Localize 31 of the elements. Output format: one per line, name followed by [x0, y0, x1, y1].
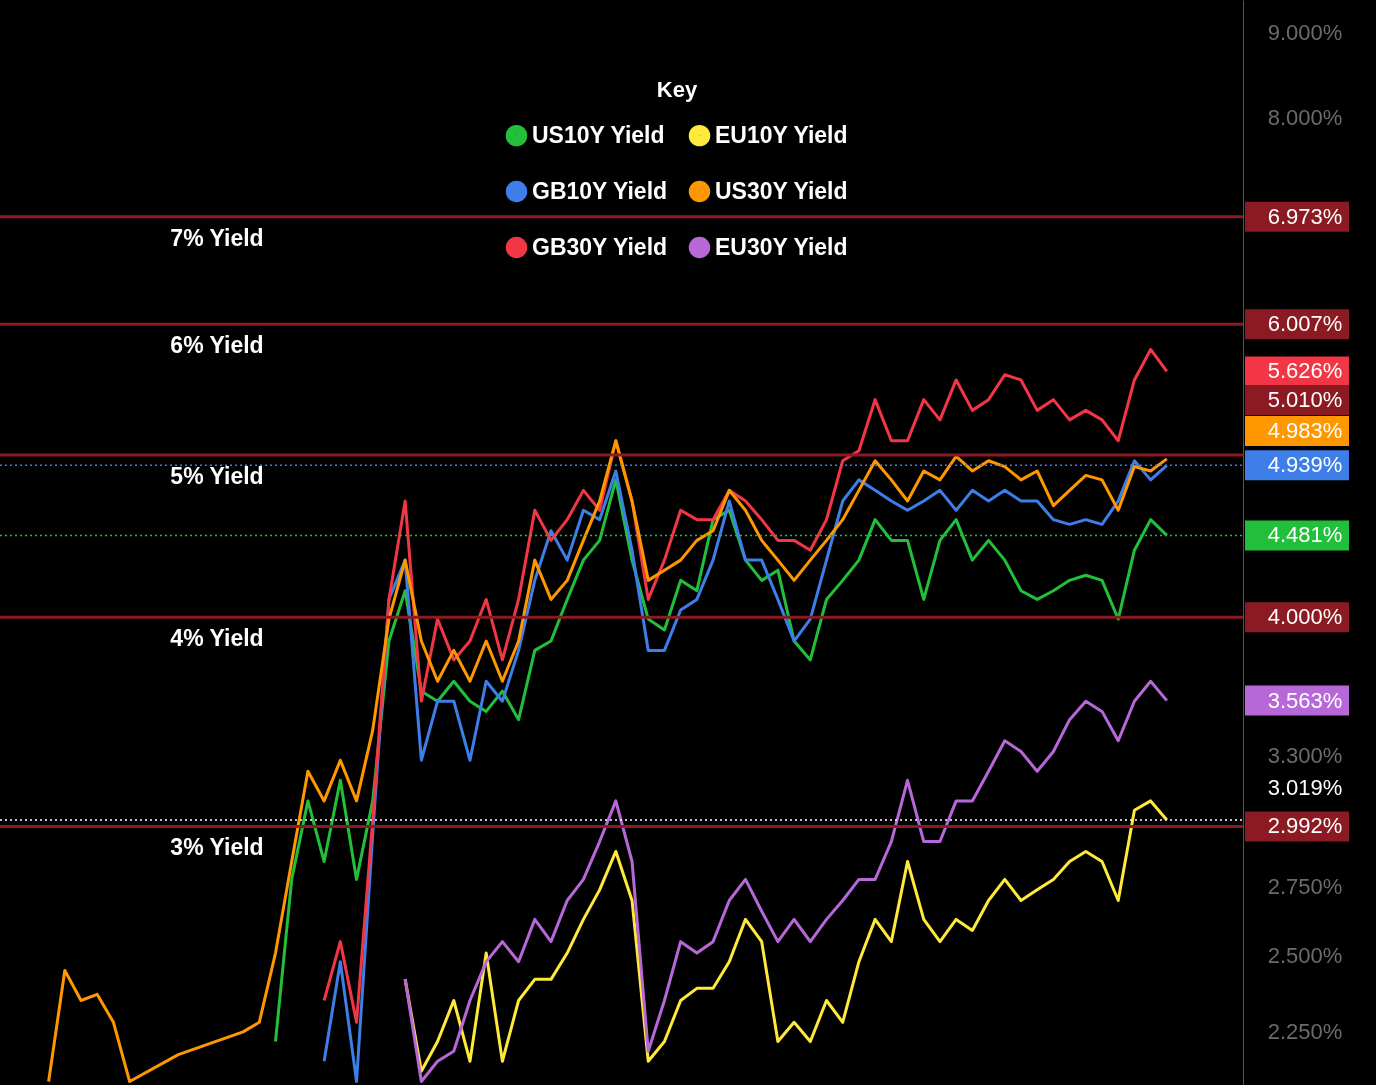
text: 4.983% — [1267, 418, 1343, 443]
y-tick-label: 8.000% — [1267, 104, 1343, 130]
y-tick-label: 4.481% — [1267, 522, 1343, 548]
y-tick-label: 2.250% — [1267, 1018, 1343, 1044]
y-tick-label: 5.626% — [1267, 358, 1343, 384]
y-tick-label: 3.563% — [1267, 687, 1343, 713]
line-series — [47, 439, 1169, 1084]
text: 5.010% — [1267, 387, 1343, 412]
y-tick-label: 6.973% — [1267, 203, 1343, 229]
y-tick-label: 9.000% — [1267, 19, 1343, 45]
ref-line-label: 3% Yield — [170, 834, 264, 861]
y-tick-label: 6.007% — [1267, 311, 1343, 337]
legend-label: EU10Y Yield — [715, 121, 848, 148]
ref-line-label: 7% Yield — [170, 224, 264, 251]
legend-label: US10Y Yield — [532, 121, 665, 148]
y-tick-label: 2.500% — [1267, 942, 1343, 968]
y-tick-label: 4.000% — [1267, 604, 1343, 630]
text: 3.019% — [1267, 775, 1343, 800]
ref-line-label: 6% Yield — [170, 332, 264, 359]
y-tick-label: 2.750% — [1267, 874, 1343, 900]
legend-label: EU30Y Yield — [715, 233, 848, 260]
y-tick-label: 4.939% — [1267, 452, 1343, 478]
legend-label: GB30Y Yield — [532, 233, 668, 260]
legend-label: GB10Y Yield — [532, 177, 668, 204]
legend-title: Key — [656, 77, 698, 102]
line-series — [403, 679, 1169, 1084]
ref-line-label: 5% Yield — [170, 462, 264, 489]
ref-line-label: 4% Yield — [170, 625, 264, 652]
y-tick-label: 2.992% — [1267, 813, 1343, 839]
legend-label: US30Y Yield — [715, 177, 848, 204]
y-tick-label: 3.300% — [1267, 742, 1343, 768]
